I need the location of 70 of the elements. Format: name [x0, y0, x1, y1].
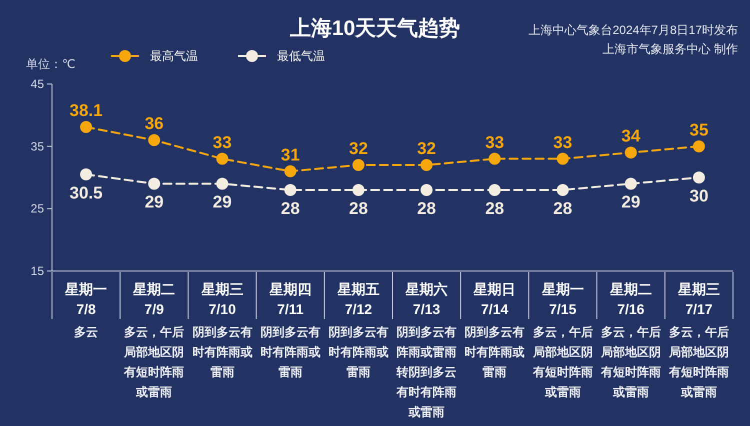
point [284, 184, 296, 196]
text: 多云，午后局部地区阴有短时阵雨或雷雨 [600, 325, 661, 399]
point [352, 184, 364, 196]
data-label: 28 [485, 198, 504, 218]
point [420, 184, 433, 196]
point [488, 152, 501, 165]
data-label: 29 [621, 192, 640, 212]
point [692, 140, 705, 152]
x-tick-label: 星期一 7/15 [540, 281, 584, 317]
point [216, 178, 228, 190]
text: 多云，午后局部地区阴有短时阵雨或雷雨 [123, 325, 184, 399]
data-label: 38.1 [70, 101, 103, 120]
text: 多云，午后局部地区阴有短时阵雨或雷雨 [668, 325, 729, 399]
data-label: 31 [280, 145, 300, 164]
y-tick-label: 25 [30, 202, 44, 216]
data-label: 30 [689, 186, 708, 206]
point [80, 121, 92, 134]
legend-label: 最低气温 [277, 49, 325, 63]
data-label: 30.5 [70, 183, 103, 202]
data-label: 35 [689, 120, 708, 140]
x-tick-label: 星期二 7/16 [608, 281, 652, 317]
x-tick-label: 星期四 7/11 [268, 281, 312, 317]
data-label: 28 [348, 198, 368, 218]
point [148, 178, 160, 190]
y-tick-label: 35 [30, 139, 44, 154]
y-axis-title: 单位：℃ [26, 57, 76, 71]
text: 阴到多云有时有阵雨或雷雨 [328, 325, 388, 379]
data-label: 33 [212, 132, 232, 152]
x-tick-label: 星期三 7/17 [676, 281, 720, 317]
point [556, 152, 569, 165]
text: 阴到多云有时有阵雨或雷雨 [464, 325, 525, 379]
text: 多云 [74, 325, 98, 339]
data-label: 29 [144, 192, 164, 212]
x-tick-label: 星期三 7/10 [200, 281, 244, 317]
x-tick-label: 星期二 7/9 [132, 281, 176, 317]
text: 阴到多云有阵雨或雷雨转阴到多云有时有阵雨或雷雨 [396, 325, 457, 419]
y-tick-label: 45 [30, 77, 44, 91]
data-label: 32 [348, 139, 368, 158]
point [624, 146, 637, 159]
x-tick-label: 星期一 7/8 [64, 281, 108, 317]
data-label: 33 [485, 132, 504, 152]
point [148, 134, 160, 146]
text: 阴到多云有时有阵雨或雷雨 [192, 325, 252, 379]
data-label: 28 [417, 198, 436, 218]
data-label: 36 [144, 114, 164, 134]
point [624, 178, 637, 190]
point [352, 159, 364, 172]
point [80, 168, 92, 180]
text: 上海市气象服务中心 制作 [602, 42, 738, 56]
x-tick-label: 星期六 7/13 [404, 281, 448, 317]
text: 上海中心气象台2024年7月8日17时发布 [528, 23, 738, 37]
x-tick-label: 星期五 7/12 [336, 281, 380, 317]
y-tick-label: 15 [30, 264, 44, 278]
point [692, 172, 705, 184]
data-label: 33 [553, 132, 572, 152]
point [488, 184, 501, 196]
text: 多云，午后局部地区阴有短时阵雨或雷雨 [532, 325, 593, 399]
x-tick-label: 星期日 7/14 [472, 281, 516, 317]
point [216, 152, 228, 165]
legend-label: 最高气温 [150, 49, 198, 63]
data-label: 32 [417, 139, 436, 158]
data-label: 29 [212, 192, 232, 212]
data-label: 34 [621, 126, 641, 146]
chart-title: 上海10天天气趋势 [288, 17, 460, 40]
point [420, 159, 433, 172]
data-label: 28 [553, 198, 572, 218]
point [284, 165, 296, 178]
data-label: 28 [280, 198, 300, 218]
point [556, 184, 569, 196]
text: 阴到多云有时有阵雨或雷雨 [260, 325, 320, 379]
